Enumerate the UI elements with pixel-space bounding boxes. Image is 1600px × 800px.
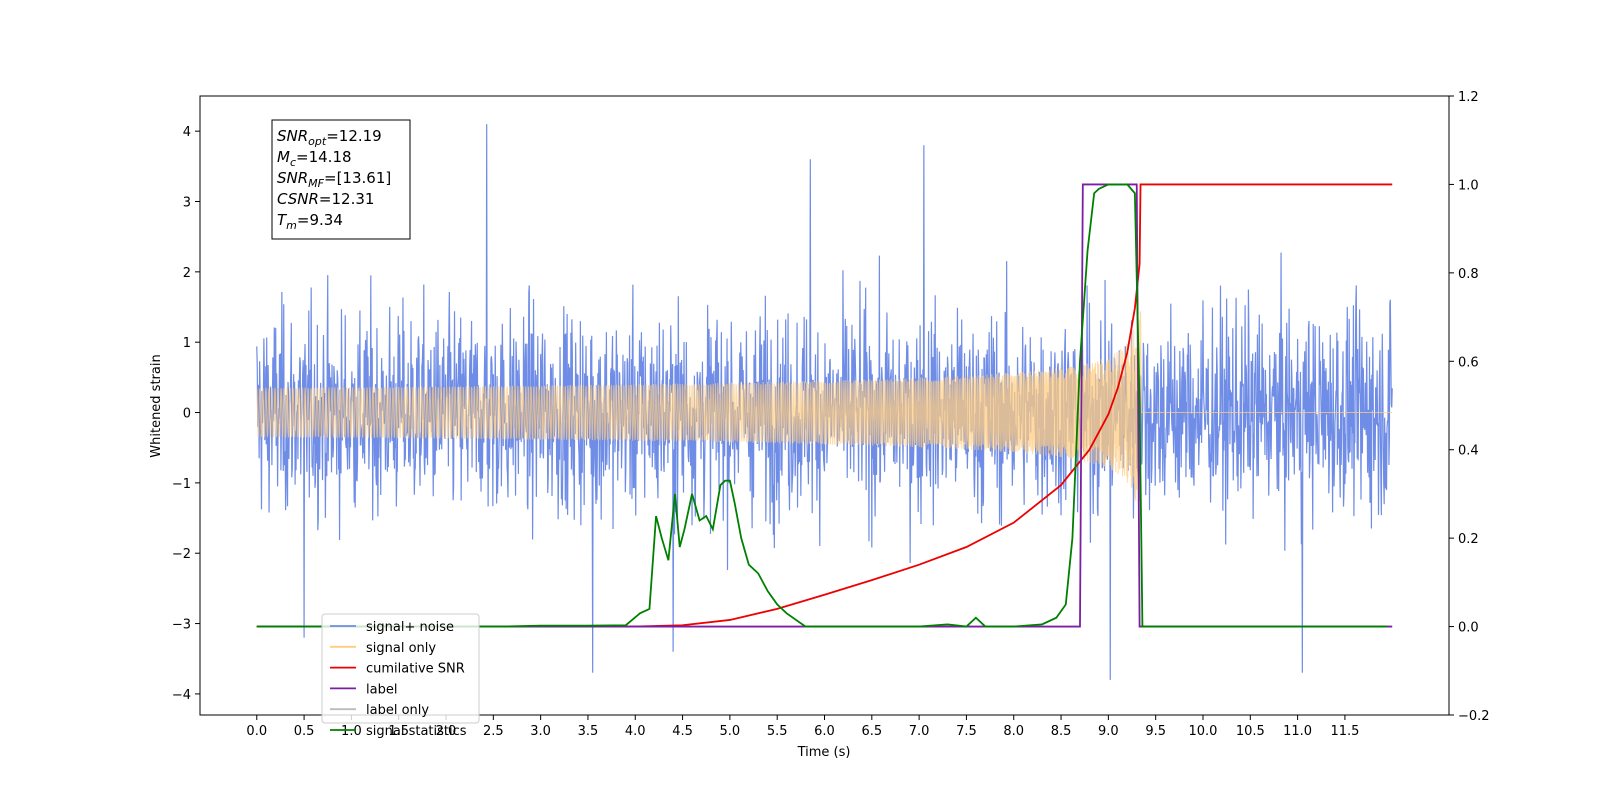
x-tick-label: 1.0 <box>341 724 362 739</box>
y-axis-left: −4 −3 −2 −1 0 1 2 3 4 <box>172 125 200 703</box>
annotation-box: SNRopt=12.19Mc=14.18SNRMF=[13.61]CSNR=12… <box>271 119 411 240</box>
x-tick-label: 5.0 <box>720 724 741 739</box>
legend: signal+ noise signal only cumilative SNR la… <box>321 613 480 739</box>
series-layer <box>256 124 1393 680</box>
x-tick-label: 8.0 <box>1003 724 1024 739</box>
x-tick-label: 11.5 <box>1330 724 1359 739</box>
y-axis-label: Whitened strain <box>149 354 164 457</box>
legend-entry: signal only <box>366 641 436 656</box>
legend-entry: cumilative SNR <box>366 662 465 677</box>
x-tick-label: 0.0 <box>246 724 267 739</box>
x-axis-label: Time (s) <box>797 745 851 760</box>
y-axis-right: −0.2 0.0 0.2 0.4 0.6 0.8 1.0 1.2 <box>1449 90 1490 724</box>
series-line-5 <box>256 183 1388 628</box>
x-tick-label: 7.5 <box>956 724 977 739</box>
y-right-tick-label: 0.0 <box>1458 621 1479 636</box>
x-tick-label: 8.5 <box>1051 724 1072 739</box>
x-tick-label: 0.5 <box>294 724 315 739</box>
x-tick-label: 4.5 <box>672 724 693 739</box>
x-tick-label: 1.5 <box>388 724 409 739</box>
plot-area <box>256 124 1393 680</box>
x-tick-label: 6.5 <box>861 724 882 739</box>
annotation-line: Tm=9.34 <box>277 211 343 232</box>
x-tick-label: 7.0 <box>909 724 930 739</box>
y-left-tick-label: 2 <box>183 266 191 281</box>
x-tick-label: 10.0 <box>1189 724 1218 739</box>
x-tick-label: 10.5 <box>1236 724 1265 739</box>
series-line-2 <box>256 183 1393 628</box>
y-left-tick-label: 3 <box>183 196 191 211</box>
y-left-tick-label: 4 <box>183 125 191 140</box>
annotation-line: SNRopt=12.19 <box>277 127 382 148</box>
x-tick-label: 2.0 <box>436 724 457 739</box>
x-tick-label: 3.0 <box>530 724 551 739</box>
annotation-line: Mc=14.18 <box>277 148 352 169</box>
x-tick-label: 11.0 <box>1283 724 1312 739</box>
legend-frame <box>321 613 480 724</box>
y-right-tick-label: −0.2 <box>1458 709 1490 724</box>
y-right-tick-label: 0.4 <box>1458 444 1479 459</box>
annotation-frame <box>271 119 411 240</box>
legend-entry: signal+ noise <box>366 620 454 635</box>
x-tick-label: 6.0 <box>814 724 835 739</box>
x-axis: 0.0 0.5 1.0 1.5 2.0 2.5 3.0 3.5 4.0 4.5 5.0 5.5 6.0 6… <box>246 715 1359 739</box>
y-right-tick-label: 0.2 <box>1458 532 1479 547</box>
y-left-tick-label: −3 <box>172 618 191 633</box>
y-right-tick-label: 1.0 <box>1458 178 1479 193</box>
x-tick-label: 2.5 <box>483 724 504 739</box>
x-tick-label: 5.5 <box>767 724 788 739</box>
annotation-line: SNRMF=[13.61] <box>277 169 391 190</box>
x-tick-label: 9.0 <box>1098 724 1119 739</box>
x-tick-label: 3.5 <box>578 724 599 739</box>
x-tick-label: 9.5 <box>1145 724 1166 739</box>
series-line-1 <box>256 311 1393 530</box>
y-left-tick-label: −2 <box>172 547 191 562</box>
y-right-tick-label: 0.8 <box>1458 267 1479 282</box>
legend-entry: signal statistics <box>366 724 467 739</box>
y-right-tick-label: 0.6 <box>1458 355 1479 370</box>
y-left-tick-label: 0 <box>183 407 191 422</box>
annotation-line: CSNR=12.31 <box>277 190 374 208</box>
y-left-tick-label: −4 <box>172 688 191 703</box>
y-right-tick-label: 1.2 <box>1458 90 1479 105</box>
y-left-tick-label: 1 <box>183 336 191 351</box>
x-tick-label: 4.0 <box>625 724 646 739</box>
y-left-tick-label: −1 <box>172 477 191 492</box>
legend-entry: label <box>366 682 397 697</box>
legend-entry: label only <box>366 703 429 718</box>
